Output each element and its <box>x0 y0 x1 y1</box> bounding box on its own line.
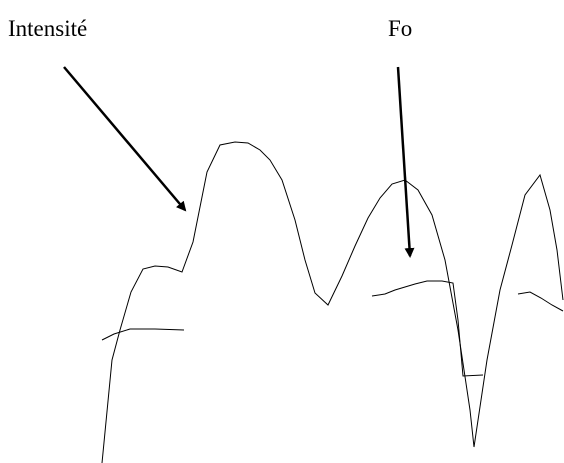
fo-curve-segment <box>517 291 564 312</box>
fo-label: Fo <box>388 16 413 41</box>
fo-arrow <box>396 66 415 258</box>
intensity-curve <box>101 141 564 463</box>
intensity-label: Intensité <box>8 16 88 41</box>
fo-curve-segment <box>101 328 185 341</box>
intensity-arrow <box>63 66 187 212</box>
fo-curve-segment <box>371 280 484 377</box>
